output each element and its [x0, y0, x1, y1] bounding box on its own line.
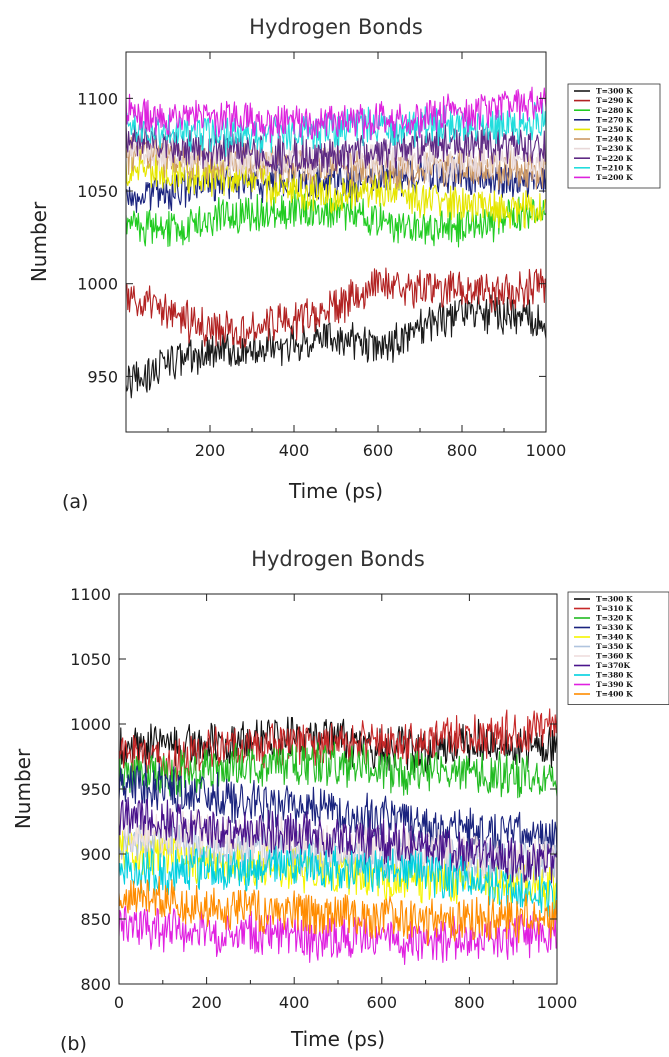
x-tick-label: 600: [367, 993, 398, 1012]
legend: T=300 KT=290 KT=280 KT=270 KT=250 KT=240…: [567, 83, 661, 189]
legend-entry: T=200 K: [596, 173, 633, 182]
chart-a: Hydrogen Bonds 200 400 600 800 1000 950 1000 105…: [27, 15, 661, 513]
y-tick-label: 850: [80, 910, 111, 929]
y-tick-label: 1000: [70, 715, 111, 734]
series-line-t-310-k: [119, 708, 557, 782]
y-tick-label: 1050: [70, 650, 111, 669]
legend-entry: T=390 K: [596, 680, 633, 689]
legend-entry: T=330 K: [596, 623, 633, 632]
legend-box: [567, 591, 669, 705]
x-tick-label: 400: [279, 993, 310, 1012]
chart-panel-b: Hydrogen Bonds 0 200 400 600 800 1000 800 850 900…: [0, 528, 669, 1057]
legend-entry: T=370K: [596, 661, 631, 670]
x-tick-label: 0: [114, 993, 124, 1012]
series-line-t-320-k: [119, 741, 557, 799]
series-line-t-400-k: [119, 876, 557, 946]
legend-entry: T=380 K: [596, 671, 633, 680]
legend-entry: T=360 K: [596, 652, 633, 661]
series-line-t-390-k: [119, 905, 557, 966]
x-tick-label: 800: [454, 993, 485, 1012]
legend-entry: T=230 K: [596, 144, 633, 153]
series-group: [126, 86, 546, 399]
y-tick-label: 900: [80, 845, 111, 864]
x-tick-label: 600: [363, 441, 394, 460]
legend-entry: T=270 K: [596, 115, 633, 124]
x-tick-label: 200: [191, 993, 222, 1012]
x-axis-label: Time (ps): [290, 1027, 385, 1051]
panel-label: (b): [60, 1033, 87, 1055]
x-tick-label: 200: [195, 441, 226, 460]
series-line-t-300-k: [126, 293, 546, 399]
legend-entry: T=290 K: [596, 96, 633, 105]
y-tick-label: 800: [80, 975, 111, 994]
legend-entry: T=300 K: [596, 87, 633, 96]
y-tick-label: 1050: [77, 182, 118, 201]
y-axis-label: Number: [27, 201, 51, 282]
legend-entry: T=240 K: [596, 135, 633, 144]
legend-entry: T=320 K: [596, 614, 633, 623]
legend-entry: T=350 K: [596, 642, 633, 651]
series-line-t-380-k: [119, 843, 557, 918]
legend-entry: T=220 K: [596, 154, 633, 163]
y-tick-label: 1100: [77, 89, 118, 108]
x-tick-label: 800: [447, 441, 478, 460]
series-line-t-200-k: [126, 86, 546, 143]
series-line-t-250-k: [126, 149, 546, 229]
legend-entry: T=280 K: [596, 106, 633, 115]
y-tick-label: 1000: [77, 275, 118, 294]
chart-b: Hydrogen Bonds 0 200 400 600 800 1000 800 850 900…: [11, 547, 669, 1055]
y-axis-label: Number: [11, 748, 35, 829]
chart-title: Hydrogen Bonds: [251, 547, 425, 571]
legend-entry: T=300 K: [596, 595, 633, 604]
y-tick-label: 1100: [70, 585, 111, 604]
legend-entry: T=340 K: [596, 633, 633, 642]
legend-entry: T=210 K: [596, 163, 633, 172]
panel-label: (a): [62, 491, 88, 513]
legend-entry: T=250 K: [596, 125, 633, 134]
legend-entry: T=310 K: [596, 604, 633, 613]
x-axis-label: Time (ps): [288, 479, 383, 503]
series-line-t-290-k: [126, 267, 546, 349]
legend-entry: T=400 K: [596, 690, 633, 699]
series-line-t-370k: [119, 796, 557, 884]
chart-panel-a: Hydrogen Bonds 200 400 600 800 1000 950 1000 105…: [0, 0, 669, 528]
y-tick-label: 950: [80, 780, 111, 799]
series-group: [119, 708, 557, 966]
x-tick-label: 400: [279, 441, 310, 460]
x-tick-label: 1000: [526, 441, 567, 460]
legend: T=300 KT=310 KT=320 KT=330 KT=340 KT=350…: [567, 591, 669, 705]
y-tick-label: 950: [87, 367, 118, 386]
x-tick-label: 1000: [537, 993, 578, 1012]
chart-title: Hydrogen Bonds: [249, 15, 423, 39]
